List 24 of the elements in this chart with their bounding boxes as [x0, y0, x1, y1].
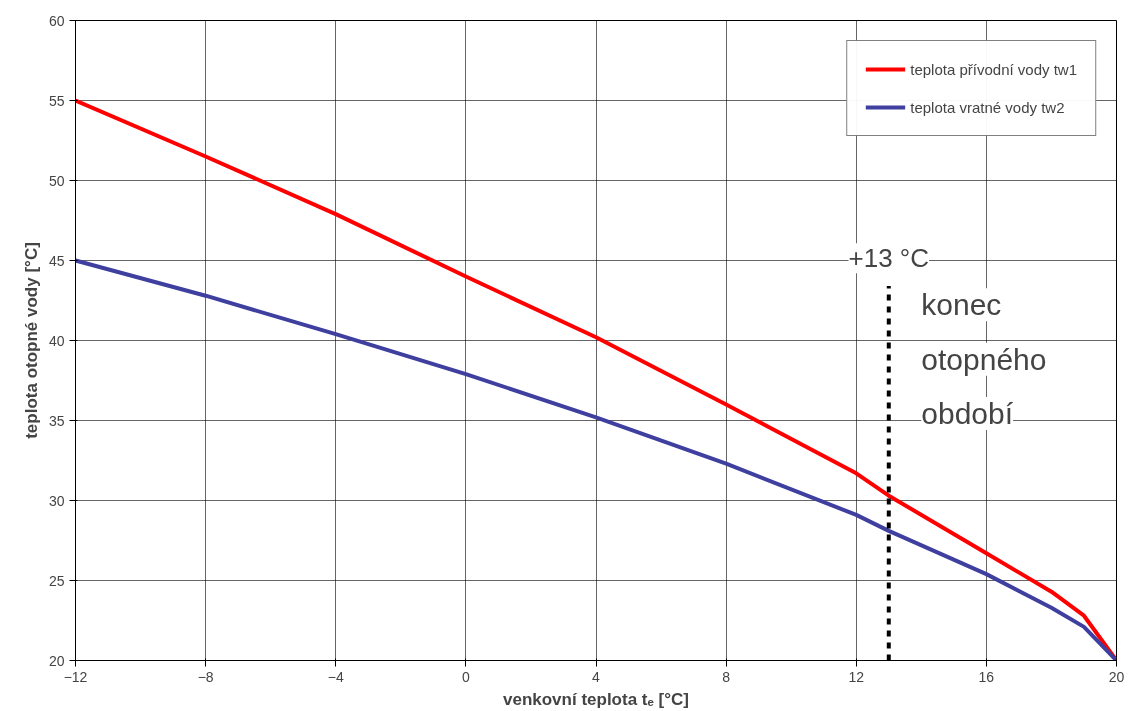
x-tick-label: 16 [978, 668, 995, 685]
x-axis-title: venkovní teplota tₑ [°C] [502, 689, 690, 709]
x-tick-label: 8 [722, 668, 731, 685]
x-tick-label: −8 [197, 668, 214, 685]
x-tick-label: −4 [327, 668, 344, 685]
y-axis-title: teplota otopné vody [°C] [21, 242, 41, 439]
y-tick-label: 50 [48, 172, 65, 189]
legend-label: teplota vratné vody tw2 [910, 98, 1065, 116]
x-tick-label: −12 [63, 668, 88, 685]
x-tick-label: 4 [592, 668, 601, 685]
annotation: konec otopného období [921, 288, 1047, 431]
y-tick-label: 25 [48, 572, 65, 589]
y-tick-label: 45 [48, 252, 65, 269]
y-tick-label: 40 [48, 332, 65, 349]
x-tick-label: 20 [1108, 668, 1125, 685]
y-tick-label: 20 [48, 652, 65, 669]
y-tick-label: 30 [48, 492, 65, 509]
y-tick-label: 55 [48, 92, 65, 109]
y-tick-label: 35 [48, 412, 65, 429]
x-tick-label: 12 [848, 668, 865, 685]
legend-label: teplota přívodní vody tw1 [910, 60, 1077, 78]
y-tick-label: 60 [48, 12, 65, 29]
x-tick-label: 0 [461, 668, 470, 685]
ref-line-label: +13 °C [848, 243, 930, 274]
